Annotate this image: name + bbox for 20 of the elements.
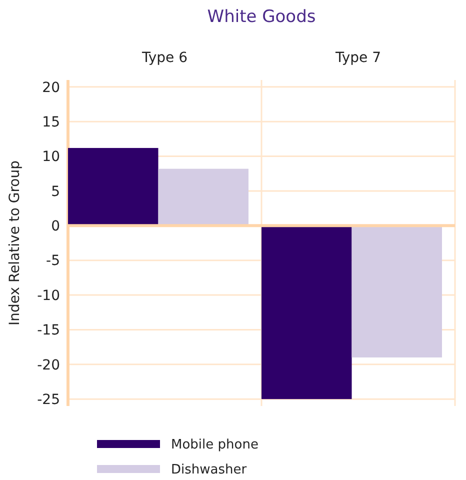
y-tick-label: -10 bbox=[37, 288, 60, 304]
y-tick-label: -15 bbox=[37, 322, 60, 339]
x-tick-label: Type 7 bbox=[334, 50, 382, 66]
y-tick-label: 5 bbox=[51, 184, 60, 200]
y-tick-label: -5 bbox=[46, 253, 60, 270]
y-tick-label: 10 bbox=[42, 149, 60, 166]
bar bbox=[158, 168, 248, 226]
legend-label: Dishwasher bbox=[171, 462, 248, 478]
y-tick-label: 15 bbox=[42, 114, 60, 131]
y-tick-label: -20 bbox=[37, 357, 60, 374]
y-tick-label: 0 bbox=[51, 218, 60, 235]
bar bbox=[262, 226, 352, 400]
bar bbox=[68, 148, 158, 226]
chart-title: White Goods bbox=[207, 7, 316, 27]
bar bbox=[352, 226, 442, 358]
x-tick-label: Type 6 bbox=[140, 50, 188, 66]
y-tick-label: -25 bbox=[37, 392, 60, 408]
y-tick-label: 20 bbox=[42, 80, 60, 96]
y-axis-title: Index Relative to Group bbox=[7, 160, 23, 326]
legend-label: Mobile phone bbox=[171, 438, 258, 453]
